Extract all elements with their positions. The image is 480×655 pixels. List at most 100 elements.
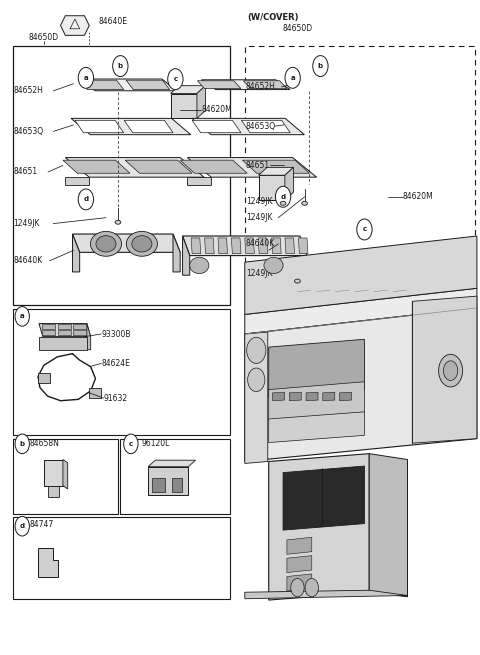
Text: 1249JK: 1249JK bbox=[13, 219, 40, 228]
Text: d: d bbox=[280, 194, 286, 200]
Text: a: a bbox=[20, 313, 24, 320]
Polygon shape bbox=[259, 175, 285, 200]
Polygon shape bbox=[72, 234, 180, 252]
Polygon shape bbox=[285, 168, 293, 200]
Text: 84640E: 84640E bbox=[99, 17, 128, 26]
Polygon shape bbox=[187, 177, 211, 185]
Circle shape bbox=[357, 219, 372, 240]
Circle shape bbox=[248, 368, 265, 392]
Ellipse shape bbox=[96, 236, 116, 252]
Polygon shape bbox=[60, 16, 89, 35]
Polygon shape bbox=[192, 119, 304, 135]
Bar bbox=[12, 517, 230, 599]
Polygon shape bbox=[202, 80, 290, 90]
Polygon shape bbox=[180, 160, 247, 174]
Ellipse shape bbox=[126, 231, 157, 256]
Text: 84640K: 84640K bbox=[246, 239, 275, 248]
Text: 84651: 84651 bbox=[13, 168, 38, 176]
Ellipse shape bbox=[190, 257, 209, 274]
Ellipse shape bbox=[302, 201, 308, 205]
Polygon shape bbox=[192, 121, 241, 133]
Polygon shape bbox=[148, 460, 195, 467]
Polygon shape bbox=[197, 81, 241, 88]
Polygon shape bbox=[72, 234, 80, 272]
Polygon shape bbox=[38, 373, 50, 383]
Polygon shape bbox=[412, 296, 477, 443]
Circle shape bbox=[276, 186, 291, 207]
Text: a: a bbox=[84, 75, 88, 81]
Polygon shape bbox=[48, 485, 59, 497]
Polygon shape bbox=[197, 86, 205, 119]
Polygon shape bbox=[258, 238, 268, 253]
Polygon shape bbox=[65, 177, 89, 185]
Polygon shape bbox=[71, 119, 191, 135]
Text: 1249JK: 1249JK bbox=[246, 269, 272, 278]
Text: 93300B: 93300B bbox=[101, 329, 131, 339]
Polygon shape bbox=[242, 160, 310, 174]
Text: 84640K: 84640K bbox=[13, 256, 43, 265]
Polygon shape bbox=[39, 337, 87, 350]
Text: c: c bbox=[173, 76, 178, 82]
Polygon shape bbox=[285, 238, 295, 253]
Polygon shape bbox=[63, 460, 68, 489]
Bar bbox=[120, 439, 230, 514]
Circle shape bbox=[439, 354, 463, 387]
Polygon shape bbox=[273, 392, 285, 401]
Polygon shape bbox=[73, 324, 87, 329]
Polygon shape bbox=[89, 388, 101, 398]
Polygon shape bbox=[269, 454, 369, 600]
Text: 84653Q: 84653Q bbox=[13, 127, 44, 136]
Text: 84652H: 84652H bbox=[246, 83, 276, 92]
Polygon shape bbox=[152, 479, 165, 491]
Circle shape bbox=[291, 578, 304, 597]
Bar bbox=[245, 47, 475, 305]
Text: c: c bbox=[362, 227, 367, 233]
Polygon shape bbox=[245, 332, 268, 464]
Polygon shape bbox=[289, 392, 301, 401]
Circle shape bbox=[444, 361, 458, 381]
Polygon shape bbox=[287, 574, 312, 591]
Polygon shape bbox=[63, 160, 130, 174]
Text: d: d bbox=[20, 523, 25, 529]
Text: 84747: 84747 bbox=[29, 520, 54, 529]
Text: 1249JK: 1249JK bbox=[246, 197, 272, 206]
Circle shape bbox=[247, 337, 266, 364]
Polygon shape bbox=[58, 330, 71, 335]
Polygon shape bbox=[269, 382, 364, 421]
Polygon shape bbox=[245, 308, 477, 462]
Polygon shape bbox=[243, 81, 287, 88]
Text: a: a bbox=[290, 75, 295, 81]
Polygon shape bbox=[259, 168, 293, 175]
Circle shape bbox=[78, 67, 94, 88]
Circle shape bbox=[113, 56, 128, 77]
Polygon shape bbox=[124, 121, 173, 133]
Polygon shape bbox=[245, 288, 477, 334]
Polygon shape bbox=[37, 548, 58, 577]
Text: c: c bbox=[129, 441, 133, 447]
Bar bbox=[12, 47, 230, 305]
Polygon shape bbox=[173, 234, 180, 272]
Polygon shape bbox=[287, 555, 312, 572]
Text: 84652H: 84652H bbox=[13, 86, 44, 96]
Circle shape bbox=[313, 56, 328, 77]
Ellipse shape bbox=[280, 201, 286, 205]
Text: 84658N: 84658N bbox=[29, 440, 60, 448]
Polygon shape bbox=[170, 86, 205, 94]
Polygon shape bbox=[126, 80, 169, 90]
Circle shape bbox=[15, 434, 29, 454]
Polygon shape bbox=[87, 324, 91, 350]
Polygon shape bbox=[182, 236, 307, 255]
Polygon shape bbox=[231, 238, 241, 253]
Text: 84651: 84651 bbox=[246, 161, 270, 170]
Polygon shape bbox=[204, 238, 214, 253]
Polygon shape bbox=[299, 238, 308, 253]
Ellipse shape bbox=[264, 257, 283, 274]
Text: 84620M: 84620M bbox=[403, 193, 433, 201]
Bar bbox=[12, 309, 230, 436]
Text: d: d bbox=[84, 196, 88, 202]
Polygon shape bbox=[306, 392, 318, 401]
Polygon shape bbox=[125, 160, 192, 174]
Polygon shape bbox=[170, 94, 197, 119]
Circle shape bbox=[305, 578, 319, 597]
Polygon shape bbox=[75, 121, 124, 133]
